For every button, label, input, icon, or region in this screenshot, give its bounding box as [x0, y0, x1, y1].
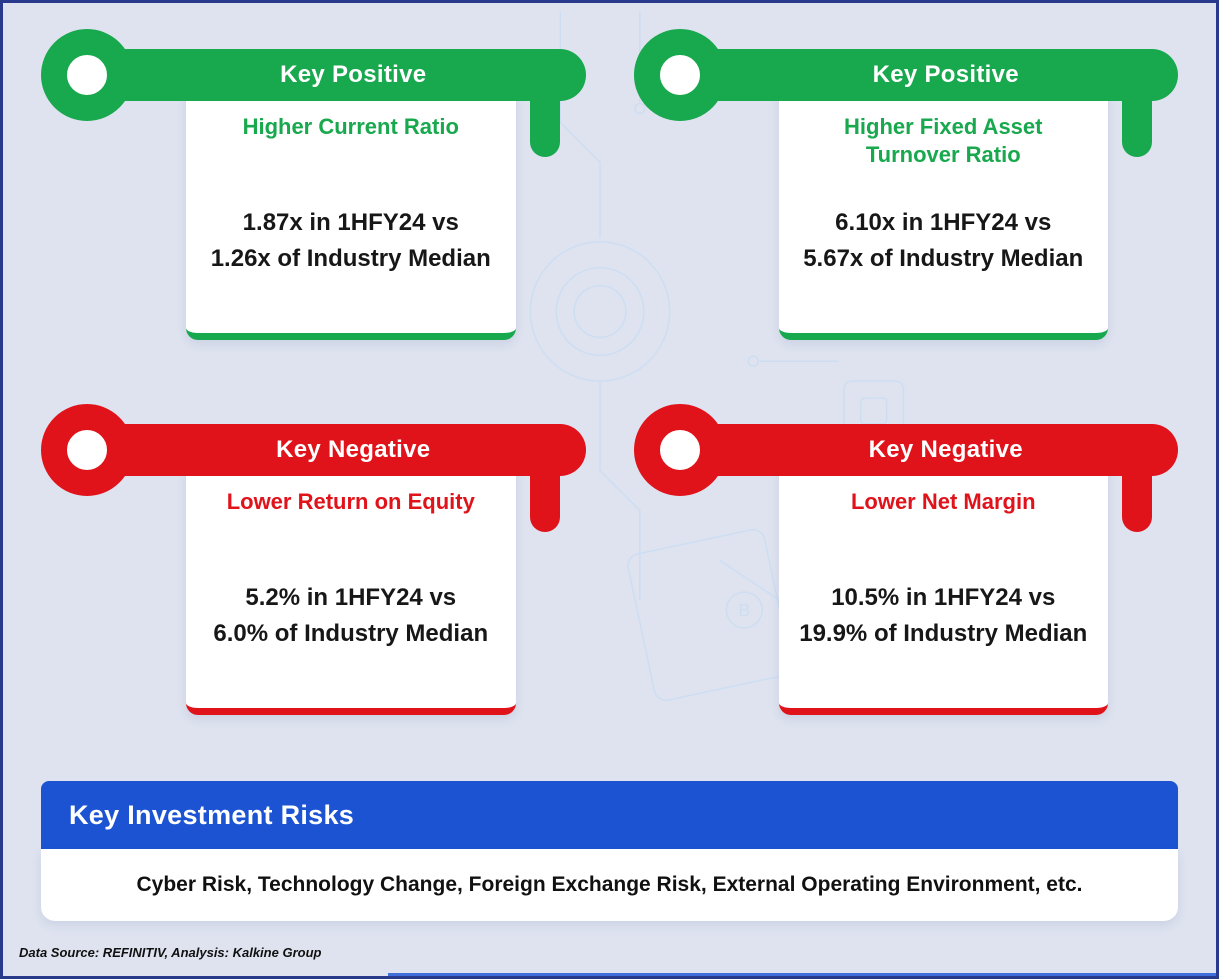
bottom-accent-line: [388, 973, 1216, 976]
key-bar: Key Positive: [651, 49, 1178, 101]
key-ring-icon: [41, 404, 133, 496]
key-negative-card-net-margin: Lower Net Margin 10.5% in 1HFY24 vs 19.9…: [633, 404, 1178, 719]
card-body-line1: 5.2% in 1HFY24 vs: [245, 584, 457, 611]
card-body-line2: 5.67x of Industry Median: [803, 245, 1084, 272]
key-bar: Key Negative: [59, 424, 586, 476]
card-body-line2: 1.26x of Industry Median: [210, 245, 491, 272]
card-body-line1: 6.10x in 1HFY24 vs: [835, 209, 1052, 236]
card-body-line2: 19.9% of Industry Median: [799, 620, 1088, 647]
key-positive-card-current-ratio: Higher Current Ratio 1.87x in 1HFY24 vs …: [41, 29, 586, 344]
key-ring-icon: [41, 29, 133, 121]
risks-banner-title: Key Investment Risks: [69, 799, 355, 830]
key-ring-icon: [633, 404, 726, 496]
card-subtitle: Higher Current Ratio: [242, 114, 459, 139]
data-source-attribution: Data Source: REFINITIV, Analysis: Kalkin…: [19, 945, 322, 960]
key-negative-card-return-on-equity: Lower Return on Equity 5.2% in 1HFY24 vs…: [41, 404, 586, 719]
card-title: Key Negative: [868, 436, 1023, 463]
card-subtitle: Lower Return on Equity: [226, 489, 475, 514]
key-bar: Key Positive: [59, 49, 586, 101]
card-body: 10.5% in 1HFY24 vs 19.9% of Industry Med…: [799, 580, 1087, 652]
card-subtitle: Lower Net Margin: [850, 489, 1036, 514]
key-bar: Key Negative: [651, 424, 1178, 476]
risks-list-text: Cyber Risk, Technology Change, Foreign E…: [136, 873, 1083, 896]
card-body: 1.87x in 1HFY24 vs 1.26x of Industry Med…: [211, 205, 491, 277]
card-body-line2: 6.0% of Industry Median: [213, 620, 489, 647]
key-positive-card-fixed-asset-turnover: Higher Fixed Asset Turnover Ratio 6.10x …: [633, 29, 1178, 344]
key-cards-grid: Higher Current Ratio 1.87x in 1HFY24 vs …: [41, 29, 1178, 719]
card-panel: Higher Fixed Asset Turnover Ratio 6.10x …: [778, 75, 1108, 340]
card-subtitle: Higher Fixed Asset Turnover Ratio: [844, 114, 1043, 167]
key-ring-icon: [633, 29, 726, 121]
card-title: Key Positive: [872, 61, 1019, 88]
risks-banner: Key Investment Risks: [41, 781, 1178, 849]
infographic-content: Higher Current Ratio 1.87x in 1HFY24 vs …: [3, 3, 1216, 921]
risks-list-bar: Cyber Risk, Technology Change, Foreign E…: [41, 849, 1178, 921]
card-body: 6.10x in 1HFY24 vs 5.67x of Industry Med…: [803, 205, 1083, 277]
card-panel: Lower Return on Equity 5.2% in 1HFY24 vs…: [186, 450, 516, 715]
card-panel: Lower Net Margin 10.5% in 1HFY24 vs 19.9…: [778, 450, 1108, 715]
card-title: Key Positive: [280, 61, 427, 88]
card-title: Key Negative: [276, 436, 431, 463]
card-body-line1: 10.5% in 1HFY24 vs: [831, 584, 1056, 611]
card-panel: Higher Current Ratio 1.87x in 1HFY24 vs …: [186, 75, 516, 340]
card-body-line1: 1.87x in 1HFY24 vs: [242, 209, 459, 236]
card-body: 5.2% in 1HFY24 vs 6.0% of Industry Media…: [213, 580, 488, 652]
